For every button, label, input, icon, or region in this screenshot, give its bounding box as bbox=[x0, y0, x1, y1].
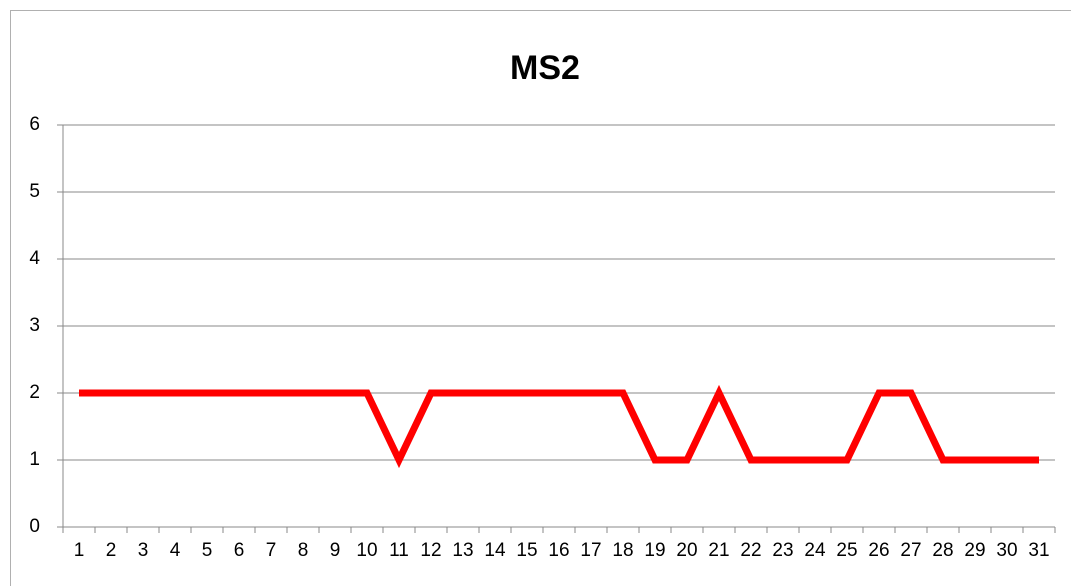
x-tick-label: 20 bbox=[676, 540, 697, 561]
x-tick-label: 12 bbox=[420, 540, 441, 561]
y-tick-label: 3 bbox=[29, 315, 40, 336]
x-tick-label: 4 bbox=[170, 540, 181, 561]
x-tick-label: 5 bbox=[202, 540, 213, 561]
x-tick-label: 6 bbox=[234, 540, 245, 561]
x-tick-label: 15 bbox=[516, 540, 537, 561]
x-tick-label: 26 bbox=[868, 540, 889, 561]
y-tick-label: 2 bbox=[29, 382, 40, 403]
x-tick-label: 24 bbox=[804, 540, 826, 561]
x-tick-label: 13 bbox=[452, 540, 473, 561]
x-tick-label: 19 bbox=[644, 540, 665, 561]
x-tick-label: 3 bbox=[138, 540, 149, 561]
x-tick-label: 2 bbox=[106, 540, 117, 561]
x-tick-label: 21 bbox=[708, 540, 729, 561]
x-tick-label: 17 bbox=[580, 540, 601, 561]
x-tick-label: 14 bbox=[484, 540, 506, 561]
x-tick-label: 10 bbox=[356, 540, 377, 561]
x-tick-label: 11 bbox=[389, 540, 409, 561]
y-tick-label: 1 bbox=[29, 449, 40, 470]
x-tick-label: 8 bbox=[298, 540, 309, 561]
y-tick-label: 0 bbox=[29, 516, 40, 537]
data-line bbox=[79, 384, 1039, 469]
x-tick-label: 1 bbox=[74, 540, 85, 561]
x-tick-label: 30 bbox=[996, 540, 1017, 561]
x-tick-label: 9 bbox=[330, 540, 341, 561]
x-tick-label: 23 bbox=[772, 540, 793, 561]
y-tick-label: 4 bbox=[29, 248, 40, 269]
y-tick-label: 5 bbox=[29, 181, 40, 202]
y-tick-label: 6 bbox=[29, 114, 40, 135]
x-tick-label: 18 bbox=[612, 540, 633, 561]
x-tick-label: 25 bbox=[836, 540, 857, 561]
x-tick-label: 29 bbox=[964, 540, 985, 561]
chart-frame bbox=[10, 10, 1071, 586]
chart-title: MS2 bbox=[510, 49, 580, 87]
x-tick-label: 31 bbox=[1028, 540, 1049, 561]
x-tick-label: 28 bbox=[932, 540, 953, 561]
x-tick-label: 7 bbox=[266, 540, 277, 561]
x-tick-label: 16 bbox=[548, 540, 569, 561]
x-tick-label: 22 bbox=[740, 540, 761, 561]
x-tick-label: 27 bbox=[900, 540, 921, 561]
